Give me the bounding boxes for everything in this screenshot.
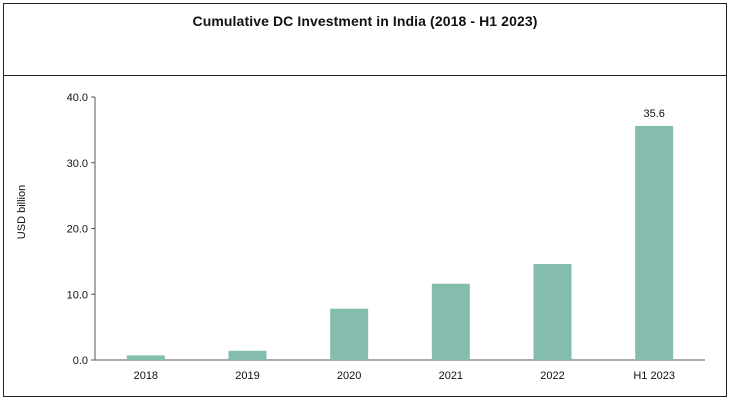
- y-tick-label: 30.0: [67, 158, 88, 170]
- data-labels: 35.6: [643, 108, 664, 120]
- bars: [126, 125, 674, 361]
- y-ticks: 0.0 10.0 20.0 30.0 40.0: [67, 92, 95, 367]
- x-tick-labels: 2018 2019 2020 2021 2022 H1 2023: [134, 370, 675, 382]
- chart-frame: Cumulative DC Investment in India (2018 …: [3, 3, 727, 397]
- x-tick-label: 2021: [439, 370, 463, 382]
- bar-2022: [533, 264, 572, 360]
- bar-2020: [330, 308, 369, 360]
- y-tick-label: 20.0: [67, 224, 88, 236]
- x-tick-label: 2022: [540, 370, 564, 382]
- y-axis-title: USD billion: [16, 185, 28, 239]
- bar-2021: [431, 283, 470, 360]
- y-tick-label: 40.0: [67, 92, 88, 104]
- chart-title: Cumulative DC Investment in India (2018 …: [192, 13, 538, 29]
- x-tick-label: 2020: [337, 370, 361, 382]
- data-label: 35.6: [643, 108, 664, 120]
- bar-2019: [228, 350, 267, 360]
- x-tick-label: 2018: [134, 370, 158, 382]
- y-tick-label: 10.0: [67, 289, 88, 301]
- title-area: Cumulative DC Investment in India (2018 …: [4, 4, 726, 76]
- bar-2018: [126, 355, 165, 360]
- y-tick-label: 0.0: [73, 355, 88, 367]
- x-tick-label: H1 2023: [633, 370, 675, 382]
- x-tick-label: 2019: [235, 370, 259, 382]
- bar-h1-2023: [635, 125, 674, 361]
